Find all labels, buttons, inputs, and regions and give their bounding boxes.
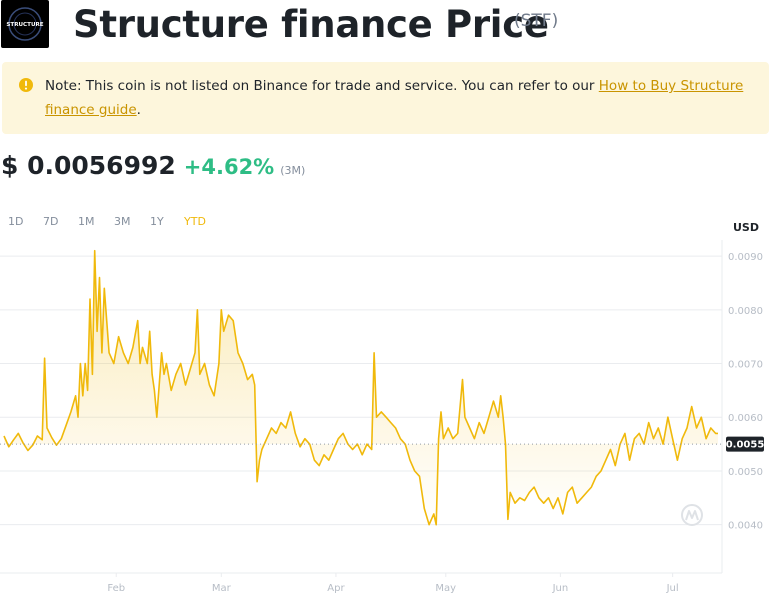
current-price-label-bg: [726, 436, 764, 452]
price-line: [3, 249, 718, 526]
x-tick-label: May: [435, 583, 456, 594]
price-change: +4.62%: [183, 155, 275, 179]
range-tab-1d[interactable]: 1D: [8, 215, 24, 228]
notice-suffix: .: [136, 102, 141, 118]
y-tick-label: 0.0080: [728, 306, 763, 317]
warning-icon: [19, 78, 33, 92]
range-tab-7d[interactable]: 7D: [43, 215, 59, 228]
price-chart: 0.0090 0.0080 0.0070 0.0060 0.0050 0.0040 Feb…: [0, 240, 765, 594]
x-tick-label: Mar: [212, 583, 232, 594]
coin-logo: STRUCTURE: [1, 0, 49, 48]
y-tick-label: 0.0040: [728, 521, 763, 532]
y-tick-label: 0.0090: [728, 252, 763, 263]
current-price-label: 0.0055: [726, 440, 765, 451]
price-area: [4, 250, 718, 525]
coin-logo-icon: STRUCTURE: [6, 7, 44, 41]
watermark-logo-icon: [681, 504, 703, 526]
y-axis-ticks: 0.0090 0.0080 0.0070 0.0060 0.0050 0.0040: [728, 252, 763, 532]
coin-logo-text: STRUCTURE: [6, 22, 43, 28]
y-tick-label: 0.0050: [728, 467, 763, 478]
range-tab-1m[interactable]: 1M: [78, 215, 95, 228]
change-period: (3M): [280, 164, 306, 177]
currency-label: USD: [733, 221, 759, 234]
notice-text: Note: This coin is not listed on Binance…: [45, 74, 757, 122]
x-axis-ticks: Feb Mar Apr May Jun Jul: [107, 573, 679, 594]
range-tab-1y[interactable]: 1Y: [150, 215, 164, 228]
range-tab-ytd[interactable]: YTD: [184, 215, 206, 228]
how-to-buy-link[interactable]: How to Buy Structure finance guide: [45, 78, 744, 118]
x-tick-label: Jul: [666, 583, 679, 594]
chart-grid: [0, 240, 723, 574]
notice-banner: Note: This coin is not listed on Binance…: [2, 62, 769, 134]
coin-symbol: (STF): [514, 11, 559, 31]
range-tab-3m[interactable]: 3M: [114, 215, 131, 228]
y-tick-label: 0.0070: [728, 360, 763, 371]
price-row: $ 0.0056992 +4.62% (3M): [1, 151, 305, 180]
x-tick-label: Feb: [107, 583, 125, 594]
x-tick-label: Apr: [327, 583, 345, 594]
page-title: Structure finance Price: [73, 3, 549, 46]
current-price-marker: 0.0055: [726, 436, 765, 452]
y-tick-label: 0.0060: [728, 413, 763, 424]
current-price: $ 0.0056992: [1, 151, 176, 180]
notice-message: Note: This coin is not listed on Binance…: [45, 78, 599, 94]
x-tick-label: Jun: [552, 583, 569, 594]
